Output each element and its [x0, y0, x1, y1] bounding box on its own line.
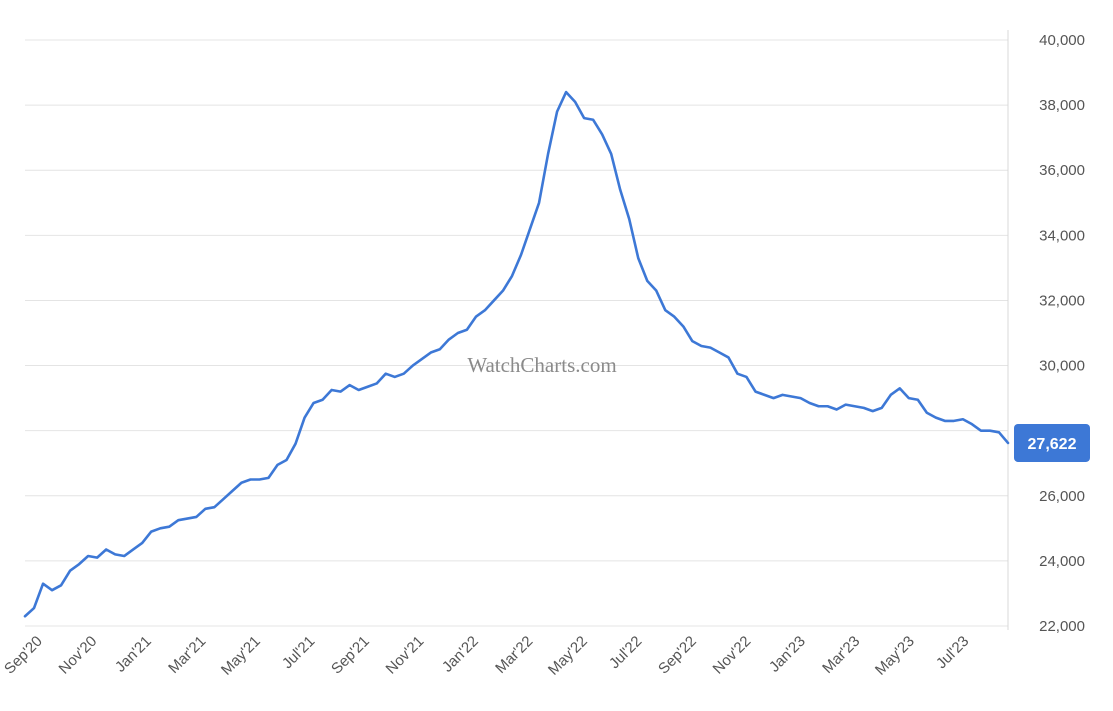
gridlines: [25, 39, 1008, 627]
last-value-label: 27,622: [1014, 423, 1090, 462]
y-tick-label: 32,000: [1039, 292, 1085, 309]
series-line[interactable]: [23, 90, 1010, 618]
x-tick-label: Sep'21: [328, 633, 373, 678]
x-tick-label: May'21: [218, 633, 264, 679]
x-tick-label: Jan'22: [439, 633, 482, 676]
y-tick-label: 24,000: [1039, 553, 1085, 570]
x-tick-label: Nov'20: [56, 633, 101, 678]
x-tick-label: May'23: [872, 633, 918, 679]
x-tick-label: Jan'23: [766, 633, 809, 676]
x-tick-label: Jul'22: [606, 633, 645, 672]
y-tick-label: 40,000: [1039, 32, 1085, 49]
x-tick-label: Jan'21: [112, 633, 155, 676]
x-tick-label: Nov'21: [383, 633, 428, 678]
y-axis-ticks: 22,00024,00026,00028,00030,00032,00034,0…: [1039, 32, 1085, 635]
x-tick-label: Mar'22: [492, 633, 536, 677]
y-tick-label: 22,000: [1039, 618, 1085, 635]
x-axis-ticks: Sep'20 Nov'20 Jan'21 Mar'21 May'21 Jul'21 Sep'…: [1, 633, 972, 679]
y-tick-label: 26,000: [1039, 488, 1085, 505]
x-tick-label: Nov'22: [710, 633, 755, 678]
x-tick-label: Sep'22: [655, 633, 700, 678]
x-tick-label: Mar'23: [819, 633, 863, 677]
y-tick-label: 38,000: [1039, 97, 1085, 114]
last-value-label-background: [1014, 423, 1090, 462]
y-tick-label: 36,000: [1039, 162, 1085, 179]
y-tick-label: 34,000: [1039, 227, 1085, 244]
x-tick-label: Sep'20: [1, 633, 46, 678]
x-tick-label: Jul'23: [933, 633, 972, 672]
x-tick-label: May'22: [545, 633, 591, 679]
x-tick-label: Jul'21: [279, 633, 318, 672]
x-tick-label: Mar'21: [165, 633, 209, 677]
y-tick-label: 30,000: [1039, 358, 1085, 375]
watermark: WatchCharts.com: [467, 353, 616, 377]
last-value-label-text: 27,622: [1028, 436, 1077, 453]
